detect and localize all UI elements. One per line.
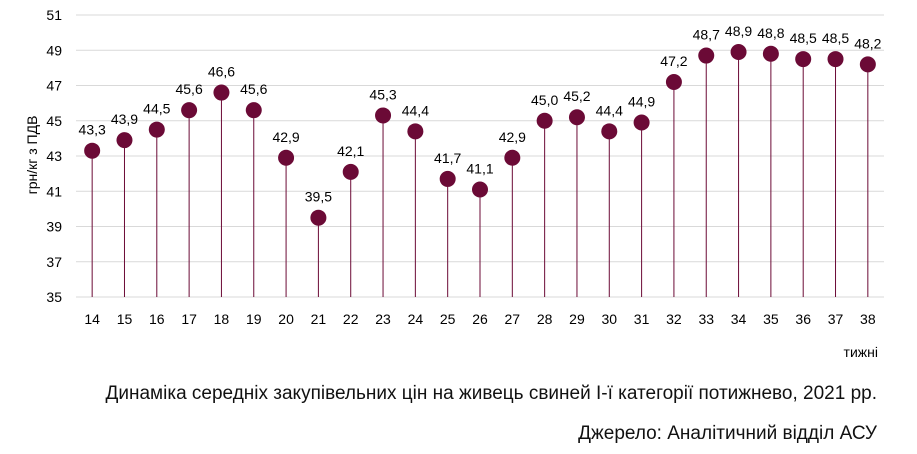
gridlines bbox=[76, 14, 884, 298]
data-label: 48,7 bbox=[693, 27, 720, 43]
x-tick-label: 28 bbox=[537, 311, 553, 327]
data-label: 45,2 bbox=[563, 88, 590, 104]
data-point bbox=[342, 163, 359, 180]
data-point bbox=[310, 209, 327, 226]
y-tick-label: 41 bbox=[46, 183, 62, 199]
x-tick-label: 30 bbox=[601, 311, 617, 327]
data-point bbox=[245, 102, 262, 119]
y-tick-labels: 35 37 39 41 43 45 47 49 51 bbox=[46, 7, 62, 305]
x-tick-label: 38 bbox=[860, 311, 876, 327]
x-axis-label: тижні bbox=[844, 344, 878, 360]
x-tick-label: 26 bbox=[472, 311, 488, 327]
data-label: 39,5 bbox=[305, 189, 332, 205]
x-tick-label: 17 bbox=[181, 311, 197, 327]
data-point bbox=[665, 73, 682, 90]
stems bbox=[91, 52, 869, 297]
data-point bbox=[730, 44, 747, 61]
x-tick-label: 37 bbox=[828, 311, 844, 327]
x-tick-label: 25 bbox=[440, 311, 456, 327]
data-point bbox=[795, 51, 812, 68]
data-point bbox=[213, 84, 230, 101]
x-tick-label: 32 bbox=[666, 311, 682, 327]
x-tick-labels: 14 15 16 17 18 19 20 21 22 23 24 25 26 27 28 29 30 31 32 33… bbox=[84, 311, 875, 327]
data-labels: 43,3 43,9 44,5 45,6 46,6 45,6 42,9 39,5 42,1 45,3… bbox=[79, 23, 882, 205]
x-tick-label: 18 bbox=[214, 311, 230, 327]
data-label: 41,1 bbox=[466, 160, 493, 176]
data-label: 43,3 bbox=[79, 122, 106, 138]
x-tick-label: 34 bbox=[731, 311, 747, 327]
y-tick-label: 45 bbox=[46, 113, 62, 129]
x-tick-label: 20 bbox=[278, 311, 294, 327]
data-label: 42,9 bbox=[272, 129, 299, 145]
data-point bbox=[116, 132, 133, 149]
x-tick-label: 14 bbox=[84, 311, 100, 327]
y-tick-label: 47 bbox=[46, 78, 62, 94]
y-tick-label: 39 bbox=[46, 219, 62, 235]
data-label: 44,9 bbox=[628, 94, 655, 110]
data-label: 44,5 bbox=[143, 101, 170, 117]
data-label: 42,9 bbox=[499, 129, 526, 145]
data-label: 48,9 bbox=[725, 23, 752, 39]
data-point bbox=[601, 123, 618, 140]
data-point bbox=[633, 114, 650, 131]
x-tick-label: 16 bbox=[149, 311, 165, 327]
data-label: 48,2 bbox=[854, 35, 881, 51]
data-points bbox=[84, 44, 876, 226]
data-label: 45,0 bbox=[531, 92, 558, 108]
data-point bbox=[859, 56, 876, 73]
x-tick-label: 29 bbox=[569, 311, 585, 327]
x-tick-label: 24 bbox=[408, 311, 424, 327]
data-label: 41,7 bbox=[434, 150, 461, 166]
x-tick-label: 27 bbox=[505, 311, 521, 327]
data-point bbox=[698, 47, 715, 64]
y-tick-label: 51 bbox=[46, 7, 62, 23]
data-point bbox=[504, 149, 521, 166]
x-tick-label: 23 bbox=[375, 311, 391, 327]
data-point bbox=[472, 181, 488, 198]
data-label: 44,4 bbox=[402, 102, 429, 118]
data-point bbox=[536, 112, 553, 129]
data-point bbox=[148, 121, 165, 138]
y-tick-label: 35 bbox=[46, 289, 62, 305]
data-label: 42,1 bbox=[337, 143, 364, 159]
data-label: 47,2 bbox=[660, 53, 687, 69]
x-tick-label: 35 bbox=[763, 311, 779, 327]
data-label: 45,3 bbox=[369, 86, 396, 102]
x-tick-label: 36 bbox=[795, 311, 811, 327]
data-label: 46,6 bbox=[208, 64, 235, 80]
data-point bbox=[762, 45, 779, 62]
y-tick-label: 43 bbox=[46, 148, 62, 164]
data-point bbox=[181, 102, 198, 119]
data-point bbox=[278, 149, 295, 166]
data-label: 45,6 bbox=[175, 81, 202, 97]
x-tick-label: 19 bbox=[246, 311, 262, 327]
data-label: 45,6 bbox=[240, 81, 267, 97]
data-point bbox=[827, 51, 844, 68]
x-tick-label: 22 bbox=[343, 311, 359, 327]
x-tick-label: 21 bbox=[311, 311, 327, 327]
chart-caption-title: Динаміка середніх закупівельних цін на ж… bbox=[105, 383, 877, 404]
data-label: 44,4 bbox=[596, 102, 623, 118]
x-tick-label: 31 bbox=[634, 311, 650, 327]
data-label: 43,9 bbox=[111, 111, 138, 127]
data-point bbox=[84, 142, 101, 159]
data-point bbox=[568, 109, 585, 126]
y-tick-label: 49 bbox=[46, 42, 62, 58]
y-tick-label: 37 bbox=[46, 254, 62, 270]
data-label: 48,8 bbox=[757, 25, 784, 41]
data-label: 48,5 bbox=[822, 30, 849, 46]
data-point bbox=[439, 170, 456, 187]
y-axis-label: грн/кг з ПДВ bbox=[24, 116, 40, 195]
data-point bbox=[407, 123, 424, 140]
data-point bbox=[375, 107, 392, 124]
data-label: 48,5 bbox=[790, 30, 817, 46]
x-tick-label: 15 bbox=[117, 311, 133, 327]
x-tick-label: 33 bbox=[698, 311, 714, 327]
chart-caption-source: Джерело: Аналітичний відділ АСУ bbox=[578, 423, 877, 444]
